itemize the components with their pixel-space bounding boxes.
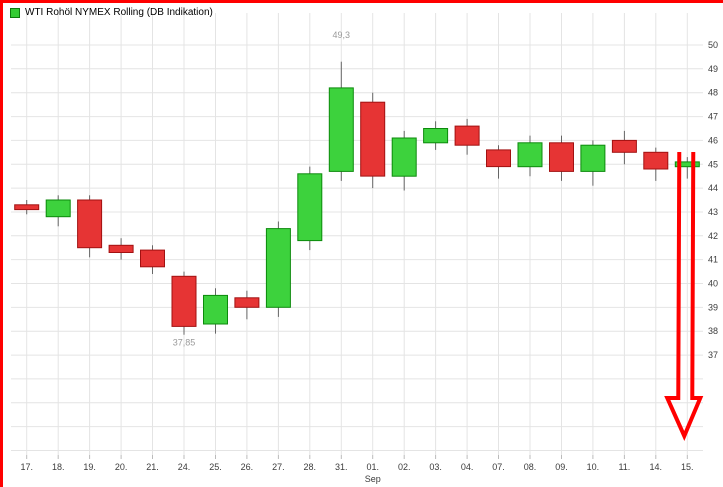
price-annotation: 49,3 [333,30,351,40]
candle-body [45,199,71,218]
y-tick-label: 39 [708,302,718,312]
candle-body [108,244,134,254]
y-tick-label: 47 [708,112,718,122]
candle-body [549,142,574,172]
x-axis: 17. 18. 19. 20. 21. 24. 25. 26. 27. 28. 31. 01. 02. 0… [20,455,694,484]
x-tick-label: 03. [429,462,442,472]
y-tick-label: 50 [708,40,718,50]
candle-body [423,128,449,144]
x-tick-label: 19. [83,462,96,472]
candle-body [454,125,480,146]
candle-body [611,139,637,153]
x-tick-label: 24. [178,462,191,472]
candle-body [580,144,606,172]
x-tick-label: 08. [524,462,537,472]
y-tick-label: 41 [708,255,718,265]
candle-body [14,204,40,211]
x-tick-label: 04. [461,462,474,472]
x-tick-label: 02. [398,462,411,472]
price-annotation: 37,85 [173,338,196,348]
candle-body [265,228,291,308]
candle-body [360,101,386,177]
down-arrow-annotation [664,151,704,442]
x-tick-label: 14. [650,462,663,472]
candle-body [674,161,700,168]
annotations-group: 49,3 37,85 [173,30,704,442]
grid-group [11,13,703,455]
y-tick-label: 42 [708,231,718,241]
legend-label: WTI Rohöl NYMEX Rolling (DB Indikation) [25,7,213,18]
x-tick-label: 11. [618,462,630,472]
candle-body [328,87,354,172]
y-axis: 50 49 48 47 46 45 44 43 42 41 40 39 38 37 [708,40,718,360]
x-tick-label: 26. [241,462,254,472]
x-tick-label: 31. [335,462,348,472]
x-tick-label: 28. [304,462,317,472]
candle-body [171,275,197,327]
x-tick-label: 25. [209,462,222,472]
candle-body [203,294,228,325]
y-tick-label: 45 [708,159,718,169]
y-tick-label: 40 [708,279,718,289]
candle-body [140,249,165,268]
y-tick-label: 37 [708,350,718,360]
x-tick-label: 17. [20,462,33,472]
y-tick-label: 38 [708,326,718,336]
y-tick-label: 49 [708,64,718,74]
chart-legend: WTI Rohöl NYMEX Rolling (DB Indikation) [10,7,213,18]
candle-body [391,137,417,177]
candlestick-chart: 50 49 48 47 46 45 44 43 42 41 40 39 38 37 17. 18. 19. 20… [11,13,718,484]
candle-body [234,297,260,308]
x-tick-label: 01. [366,462,379,472]
candle-body [517,142,543,168]
x-tick-label: 21. [146,462,159,472]
x-tick-label: 15. [681,462,694,472]
x-tick-label: 10. [587,462,600,472]
candles-group [14,61,700,335]
x-tick-label: 18. [52,462,65,472]
candle-body [297,173,323,242]
candle-body [486,149,511,168]
x-tick-label: 09. [555,462,568,472]
month-label: Sep [365,474,381,484]
candle-body [77,199,103,249]
legend-marker-icon [10,7,20,18]
x-tick-label: 07. [492,462,505,472]
y-tick-label: 46 [708,135,718,145]
y-tick-label: 43 [708,207,718,217]
x-tick-label: 27. [272,462,285,472]
y-tick-label: 48 [708,88,718,98]
x-tick-label: 20. [115,462,128,472]
candle-body [643,151,669,170]
y-tick-label: 44 [708,183,718,193]
